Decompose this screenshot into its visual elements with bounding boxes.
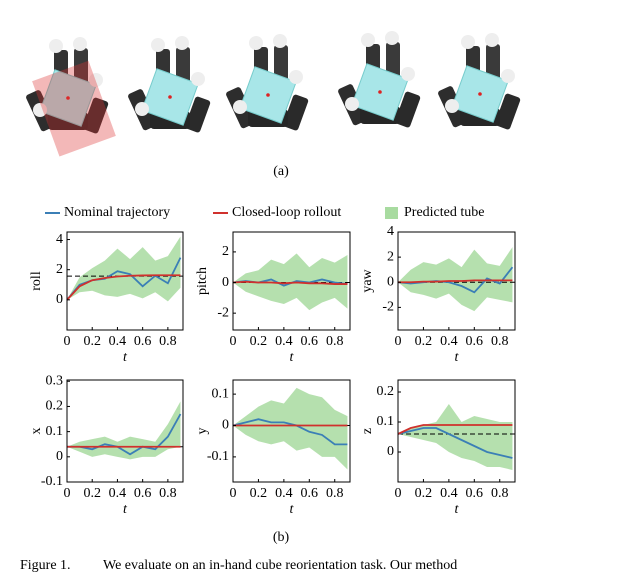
y-axis-label: roll (29, 271, 44, 291)
x-tick-label: 0.8 (326, 486, 344, 501)
x-axis-label: t (455, 350, 460, 365)
x-axis-label: t (123, 502, 128, 517)
x-tick-label: 0.6 (134, 334, 152, 349)
x-tick-label: 0.8 (326, 334, 344, 349)
axes-frame (397, 379, 516, 483)
y-axis-label: x (29, 428, 44, 435)
y-tick-label: 2 (387, 249, 394, 264)
rollout-line (232, 280, 348, 285)
x-tick-label: 0.6 (301, 334, 319, 349)
x-tick-label: 0.6 (466, 486, 484, 501)
x-tick-label: 0.6 (301, 486, 319, 501)
y-tick-label: 0 (222, 418, 229, 433)
rollout-line (398, 279, 513, 284)
x-tick-label: 0.2 (250, 486, 268, 501)
caption-label: Figure 1. (20, 558, 71, 572)
nominal-line (67, 413, 182, 456)
y-tick-label: 2 (56, 262, 63, 277)
predicted-tube (233, 253, 348, 311)
y-tick-label: -2 (217, 305, 229, 320)
legend-swatch (385, 207, 398, 219)
x-tick-label: 0 (395, 486, 402, 501)
x-tick-label: 0.2 (415, 334, 433, 349)
predicted-tube (398, 247, 513, 312)
x-tick-label: 0.8 (491, 486, 509, 501)
y-tick-label: 0.1 (46, 424, 64, 439)
x-tick-label: 0 (64, 486, 71, 501)
hand-images (24, 30, 522, 157)
y-axis-label: pitch (195, 267, 210, 295)
y-tick-label: 4 (387, 224, 394, 239)
y-tick-label: -0.1 (207, 449, 229, 464)
nominal-line (397, 427, 513, 459)
x-tick-label: 0.6 (466, 334, 484, 349)
predicted-tube (67, 401, 181, 460)
y-axis-label: z (360, 428, 375, 434)
y-tick-label: 0 (56, 292, 63, 307)
axes-frame (66, 231, 184, 331)
rollout-line (66, 274, 181, 301)
x-tick-label: 0 (230, 334, 237, 349)
axes-frame (232, 231, 351, 331)
x-tick-label: 0 (64, 334, 71, 349)
predicted-tube (233, 387, 348, 470)
panel-label: (b) (273, 530, 290, 545)
y-tick-label: 4 (56, 232, 63, 247)
x-tick-label: 0.8 (159, 334, 177, 349)
x-tick-label: 0.2 (250, 334, 268, 349)
legend-label: Predicted tube (404, 205, 484, 220)
y-tick-label: -0.1 (41, 474, 63, 489)
x-axis-label: t (290, 502, 295, 517)
y-tick-label: 0 (387, 274, 394, 289)
y-tick-label: 0.2 (46, 399, 64, 414)
x-axis-label: t (455, 502, 460, 517)
x-tick-label: 0.4 (440, 486, 458, 501)
x-axis-label: t (290, 350, 295, 365)
nominal-line (232, 418, 348, 446)
x-tick-label: 0.2 (83, 486, 101, 501)
rollout-line (397, 424, 513, 435)
caption-text: We evaluate on an in-hand cube reorienta… (103, 558, 457, 572)
y-tick-label: 0 (56, 449, 63, 464)
x-tick-label: 0.4 (275, 486, 293, 501)
y-tick-label: 0.1 (377, 414, 395, 429)
y-tick-label: 0 (387, 444, 394, 459)
y-axis-label: y (195, 428, 210, 435)
axes-frame (232, 379, 351, 483)
y-tick-label: 0.2 (377, 384, 395, 399)
x-tick-label: 0.8 (491, 334, 509, 349)
x-tick-label: 0 (395, 334, 402, 349)
y-tick-label: 2 (222, 244, 229, 259)
legend-label: Closed-loop rollout (232, 205, 341, 220)
x-tick-label: 0 (230, 486, 237, 501)
y-tick-label: 0 (222, 275, 229, 290)
x-tick-label: 0.4 (440, 334, 458, 349)
y-tick-label: -2 (382, 300, 394, 315)
axes-frame (66, 379, 184, 483)
x-tick-label: 0.4 (109, 486, 127, 501)
y-tick-label: 0.3 (46, 373, 64, 388)
axes-frame (397, 231, 516, 331)
x-tick-label: 0.4 (275, 334, 293, 349)
x-tick-label: 0.2 (83, 334, 101, 349)
panel-label: (a) (273, 164, 289, 179)
x-tick-label: 0.2 (415, 486, 433, 501)
x-axis-label: t (123, 350, 128, 365)
predicted-tube (67, 236, 181, 302)
x-tick-label: 0.4 (109, 334, 127, 349)
y-tick-label: 0.1 (212, 386, 230, 401)
y-axis-label: yaw (360, 268, 375, 292)
x-tick-label: 0.8 (159, 486, 177, 501)
x-tick-label: 0.6 (134, 486, 152, 501)
legend-label: Nominal trajectory (64, 205, 170, 220)
